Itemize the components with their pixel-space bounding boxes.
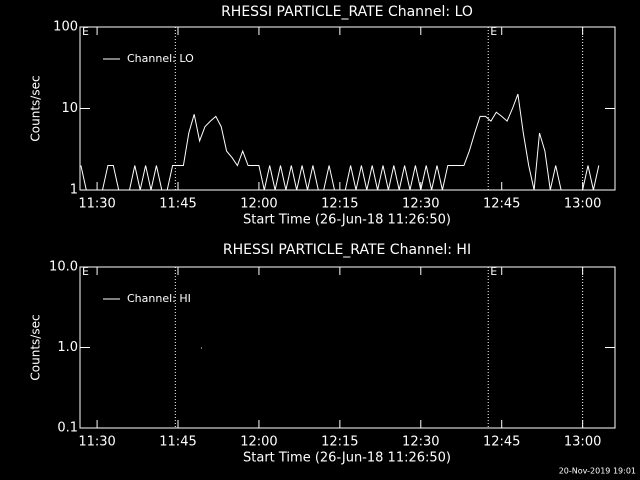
x-tick-label: 12:15 xyxy=(321,435,358,450)
chart-title: RHESSI PARTICLE_RATE Channel: HI xyxy=(223,242,471,258)
x-tick-label: 12:00 xyxy=(240,197,277,212)
x-tick-label: 13:00 xyxy=(564,435,601,450)
x-tick-label: 11:30 xyxy=(78,197,115,212)
x-tick-label: 12:15 xyxy=(321,197,358,212)
chart-title: RHESSI PARTICLE_RATE Channel: LO xyxy=(221,4,473,20)
x-axis-label: Start Time (26-Jun-18 11:26:50) xyxy=(243,213,451,228)
y-tick-label: 1 xyxy=(70,183,78,198)
x-tick-label: 11:45 xyxy=(159,435,196,450)
x-tick-label: 12:30 xyxy=(402,197,439,212)
y-axis-label: Counts/sec xyxy=(29,314,43,380)
annotation: E xyxy=(82,265,89,278)
x-tick-label: 12:30 xyxy=(402,435,439,450)
annotation: E xyxy=(82,25,89,38)
x-axis-label: Start Time (26-Jun-18 11:26:50) xyxy=(243,451,451,466)
y-tick-label: 1.0 xyxy=(57,340,78,355)
y-axis-label: Counts/sec xyxy=(29,75,43,141)
x-tick-label: 12:45 xyxy=(483,197,520,212)
x-tick-label: 12:00 xyxy=(240,435,277,450)
series-line xyxy=(80,93,600,191)
footer: 20-Nov-2019 19:01 xyxy=(559,467,636,476)
y-tick-label: 100 xyxy=(53,20,78,35)
y-tick-label: 0.1 xyxy=(57,421,78,436)
x-tick-label: 11:45 xyxy=(159,197,196,212)
x-tick-label: 12:45 xyxy=(483,435,520,450)
annotation: E xyxy=(490,265,497,278)
point xyxy=(200,347,202,349)
x-tick-label: 11:30 xyxy=(78,435,115,450)
annotation: E xyxy=(490,25,497,38)
y-tick-label: 10 xyxy=(61,101,78,116)
x-tick-label: 13:00 xyxy=(564,197,601,212)
legend-label: Channel: HI xyxy=(127,292,191,305)
y-tick-label: 10.0 xyxy=(49,260,78,275)
legend-label: Channel: LO xyxy=(127,52,194,65)
